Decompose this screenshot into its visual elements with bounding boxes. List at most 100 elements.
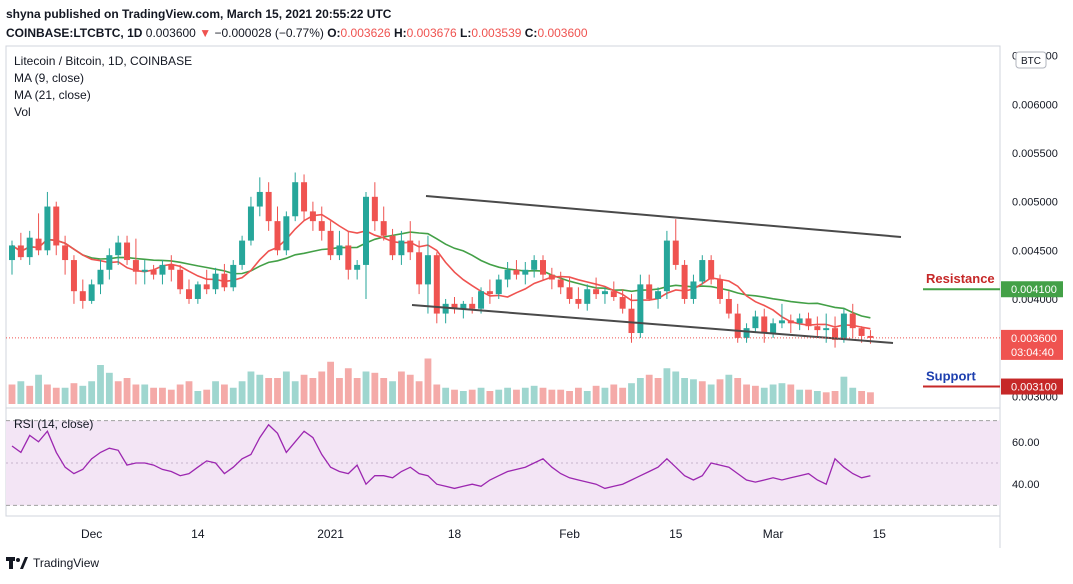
candle-body xyxy=(283,216,290,251)
down-arrow-icon: ▼ xyxy=(199,26,212,40)
volume-bar xyxy=(867,392,874,404)
candle-body xyxy=(610,291,617,298)
time-tick-label: 15 xyxy=(873,527,887,541)
candle-body xyxy=(637,284,644,334)
price-tick-label: 0.005000 xyxy=(1012,197,1058,209)
open-label: O: xyxy=(327,26,341,40)
author-line: shyna published on TradingView.com, Marc… xyxy=(6,7,392,21)
volume-bar xyxy=(79,385,87,404)
candle-body xyxy=(566,287,573,299)
volume-bar xyxy=(70,383,78,404)
volume-bar xyxy=(849,387,857,404)
volume-bar xyxy=(8,384,16,404)
candle-body xyxy=(212,273,219,290)
candle-body xyxy=(504,269,511,280)
rsi-band xyxy=(6,420,1000,506)
candle-body xyxy=(823,328,830,331)
ma21-line xyxy=(11,231,871,319)
volume-bar xyxy=(105,372,113,404)
candle-body xyxy=(327,230,334,256)
volume-bar xyxy=(716,379,724,404)
volume-bar xyxy=(282,371,290,404)
volume-bar xyxy=(619,387,627,404)
legend-rsi: RSI (14, close) xyxy=(14,417,93,431)
channel-lower-line xyxy=(411,304,894,344)
close-label: C: xyxy=(524,26,538,40)
volume-bar xyxy=(760,387,768,404)
candle-body xyxy=(416,252,423,285)
candle-body xyxy=(734,313,741,338)
volume-bar xyxy=(176,384,184,404)
volume-bar xyxy=(831,391,839,404)
volume-bar xyxy=(813,391,821,404)
volume-bar xyxy=(654,378,662,404)
volume-bar xyxy=(575,387,582,404)
volume-bar xyxy=(61,387,69,404)
volume-bar xyxy=(221,384,228,404)
chart-canvas[interactable]: 0.0065000.0060000.0055000.0050000.004500… xyxy=(0,0,1073,556)
time-tick-label: 15 xyxy=(669,527,683,541)
support-price-badge: 0.003100 xyxy=(1011,382,1057,394)
volume-bar xyxy=(212,381,219,404)
volume-bar xyxy=(398,371,405,404)
candle-body xyxy=(292,182,299,217)
volume-bar xyxy=(380,378,388,404)
volume-bar xyxy=(690,379,697,404)
candle-body xyxy=(778,320,785,324)
candle-body xyxy=(44,206,51,251)
candle-body xyxy=(380,221,387,236)
trend-channel xyxy=(6,195,1000,388)
volume-bar xyxy=(805,389,812,404)
volume-bar xyxy=(459,391,467,404)
volume-bar xyxy=(822,392,830,404)
low-label: L: xyxy=(460,26,472,40)
volume-bar xyxy=(123,378,131,404)
candle-body xyxy=(708,260,715,280)
candle-body xyxy=(70,260,77,292)
candle-body xyxy=(646,284,653,299)
volume-bar xyxy=(97,365,104,404)
last-price: 0.003600 xyxy=(145,26,196,40)
rsi-line xyxy=(11,423,871,490)
symbol-label: COINBASE:LTCBTC, 1D xyxy=(6,26,143,40)
currency-badge: BTC xyxy=(1021,56,1041,67)
volume-bar xyxy=(442,387,450,404)
publish-line: shyna published on TradingView.com, Marc… xyxy=(6,5,588,24)
candle-body xyxy=(186,289,192,299)
candle-body xyxy=(628,308,635,334)
currency-badge-box xyxy=(1015,51,1047,69)
volume-bar xyxy=(433,384,441,404)
current-price-badge: 0.003600 xyxy=(1011,333,1057,345)
candle-body xyxy=(858,328,865,336)
volume-bar xyxy=(247,371,255,404)
candle-body xyxy=(336,245,343,256)
candle-body xyxy=(761,316,768,334)
chart-labels: Resistance Support Litecoin / Bitcoin, 1D,… xyxy=(14,54,995,541)
volume-bar xyxy=(521,387,529,404)
volume-bar xyxy=(743,384,750,404)
volume-bar xyxy=(734,378,742,404)
price-tick-label: 0.006000 xyxy=(1012,99,1058,111)
volume-bar xyxy=(371,372,379,404)
candle-body xyxy=(150,269,157,275)
chart-frame xyxy=(5,45,1001,548)
volume-bar xyxy=(592,385,600,404)
candle-body xyxy=(743,328,750,338)
candle-body xyxy=(840,313,847,340)
candle-body xyxy=(433,255,440,314)
current-price-badge-countdown: 03:04:40 xyxy=(1011,347,1054,359)
volume-bar xyxy=(44,384,51,404)
current-price-badge-bg xyxy=(1001,329,1063,360)
volume-bar xyxy=(159,387,166,404)
candle-body xyxy=(849,313,856,329)
volume-bar xyxy=(778,383,786,404)
volume-bar xyxy=(513,389,520,404)
volume-bar xyxy=(477,387,485,404)
candle-body xyxy=(832,328,839,340)
candle-body xyxy=(717,279,723,299)
footer[interactable]: TradingView xyxy=(6,556,99,570)
low-value: 0.003539 xyxy=(471,26,522,40)
volume-bar xyxy=(681,378,688,404)
resistance-label: Resistance xyxy=(926,271,995,286)
volume-bar xyxy=(344,368,352,404)
